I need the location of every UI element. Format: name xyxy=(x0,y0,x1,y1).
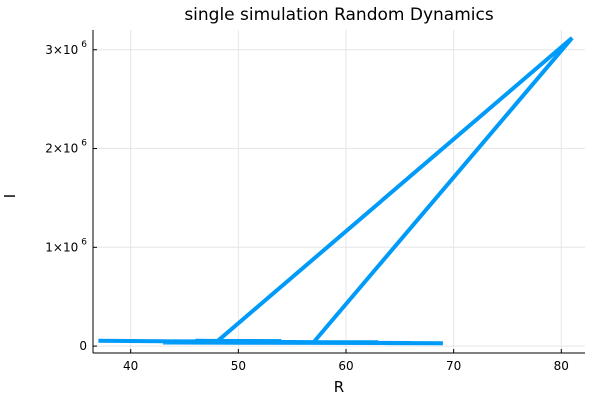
tick-labels-layer: 40 50 60 70 80 0 1×10 6 2×10 6 3×10 6 xyxy=(45,40,569,373)
grid-layer xyxy=(93,30,585,353)
chart-title: single simulation Random Dynamics xyxy=(184,5,494,25)
x-tick-label-80: 80 xyxy=(554,359,569,373)
y-tick-label-1: 1×10 6 xyxy=(45,237,87,254)
y-axis-label: I xyxy=(1,194,19,198)
y-tick-label-2: 2×10 6 xyxy=(45,139,87,156)
x-tick-label-60: 60 xyxy=(338,359,353,373)
x-tick-label-40: 40 xyxy=(123,359,138,373)
x-axis-label: R xyxy=(334,378,344,396)
series-layer xyxy=(98,36,574,346)
x-tick-label-70: 70 xyxy=(446,359,461,373)
x-tick-label-50: 50 xyxy=(231,359,246,373)
y-tick-label-3: 3×10 6 xyxy=(45,40,87,57)
y-tick-label-0: 0 xyxy=(79,339,87,353)
axes-layer xyxy=(92,30,585,354)
series-line-0 xyxy=(98,36,574,346)
